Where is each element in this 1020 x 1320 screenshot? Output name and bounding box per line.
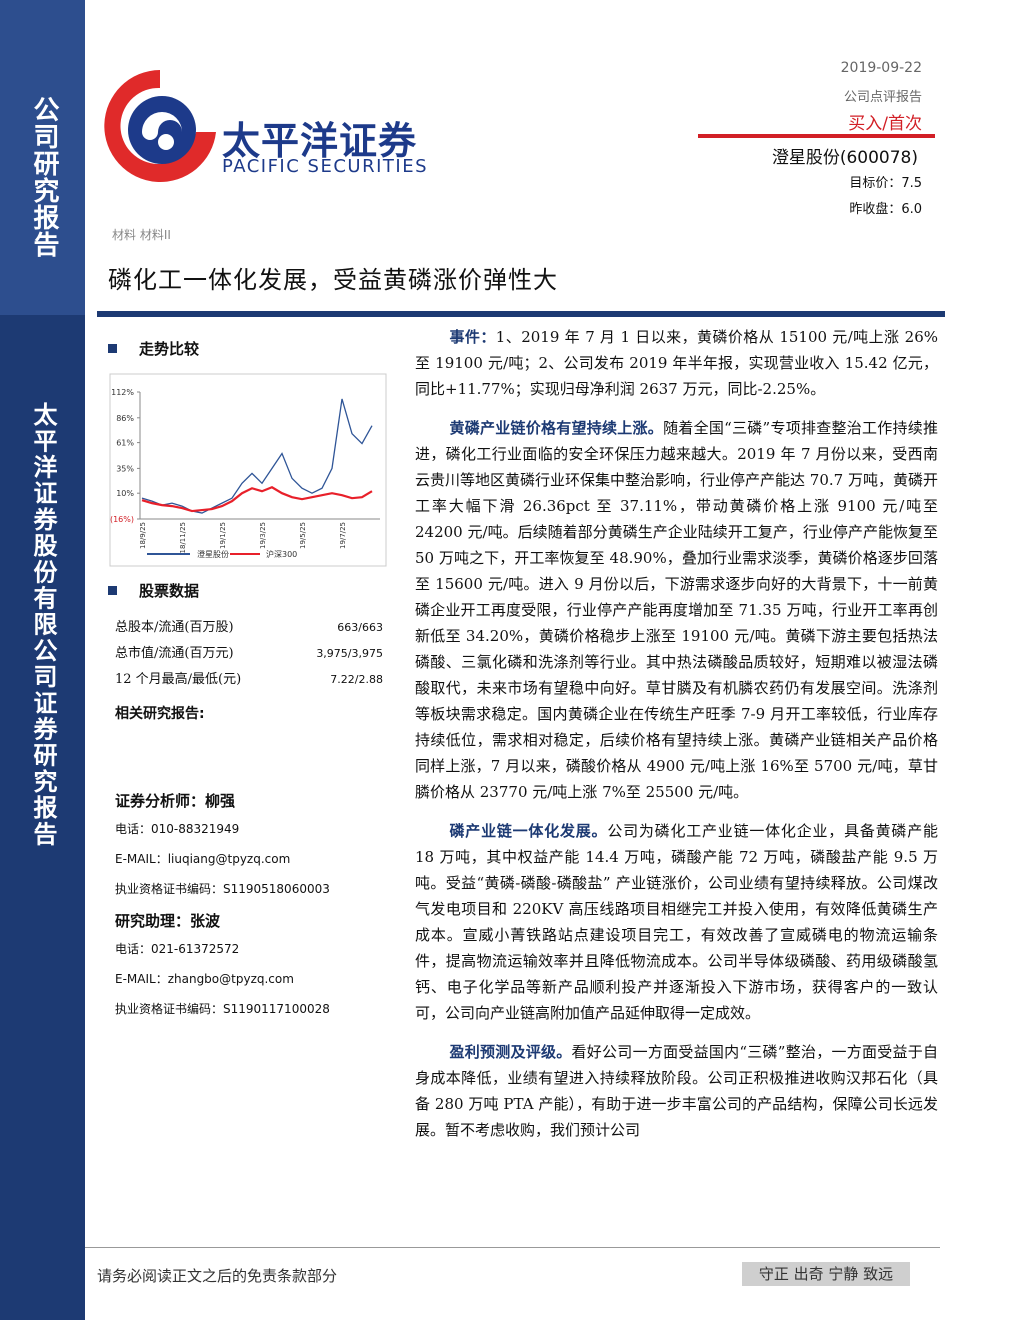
y-tick-label: (16%) <box>110 515 134 524</box>
series-line <box>141 486 373 513</box>
disclaimer: 请务必阅读正文之后的免责条款部分 <box>97 1267 338 1285</box>
section-title: 走势比较 <box>139 340 200 358</box>
logo-en: PACIFIC SECURITIES <box>222 156 428 177</box>
logo-text: 太平洋证券 <box>222 119 418 163</box>
last-close: 昨收盘：6.0 <box>849 202 922 217</box>
x-tick-label: 19/7/25 <box>339 522 347 549</box>
sidebar-label: 公司研究报告 <box>29 96 59 258</box>
analyst-name: 证券分析师：柳强 <box>115 792 236 810</box>
report-type: 公司点评报告 <box>843 90 922 105</box>
rating-rule <box>698 134 935 138</box>
chart-frame <box>109 373 387 567</box>
row-label: 总股本/流通(百万股) <box>115 620 234 635</box>
x-tick-label: 19/3/25 <box>259 522 267 549</box>
analyst-detail: 执业资格证书编码：S1190117100028 <box>115 1002 330 1016</box>
row-label: 12 个月最高/最低(元) <box>115 672 242 687</box>
row-value: 3,975/3,975 <box>316 647 383 660</box>
table-row: 总股本/流通(百万股) 663/663 <box>115 618 383 644</box>
rating: 买入/首次 <box>848 114 922 134</box>
section-header: 走势比较 <box>108 338 199 359</box>
paragraph-text: 公司为磷化工产业链一体化企业，具备黄磷产能 18 万吨，其中权益产能 14.4 … <box>415 822 938 1022</box>
legend-label: 沪深300 <box>266 549 297 559</box>
sector: 材料 材料II <box>112 228 171 242</box>
section-title: 股票数据 <box>139 582 200 600</box>
paragraph: 磷产业链一体化发展。公司为磷化工产业链一体化企业，具备黄磷产能 18 万吨，其中… <box>415 818 938 1026</box>
paragraph-lead: 黄磷产业链价格有望持续上涨。 <box>449 419 664 437</box>
row-label: 总市值/流通(百万元) <box>115 646 234 661</box>
sidebar-bottom <box>0 315 85 1320</box>
report-date: 2019-09-22 <box>840 60 922 76</box>
paragraph-text: 1、2019 年 7 月 1 日以来，黄磷价格从 15100 元/吨上涨 26%… <box>415 328 938 398</box>
title-rule <box>97 311 945 317</box>
footer-rule <box>85 1247 940 1248</box>
row-value: 7.22/2.88 <box>330 673 383 686</box>
analyst-detail: 执业资格证书编码：S1190518060003 <box>115 882 330 896</box>
paragraph-lead: 盈利预测及评级。 <box>449 1043 572 1061</box>
table-row: 12 个月最高/最低(元) 7.22/2.88 <box>115 670 383 696</box>
y-tick-label: 86% <box>116 414 134 423</box>
series-line <box>141 398 373 514</box>
x-tick-label: 19/5/25 <box>299 522 307 549</box>
analyst-detail: E-MAIL：zhangbo@tpyzq.com <box>115 972 294 986</box>
paragraph-text: 随着全国“三磷”专项排查整治工作持续推进，磷化工行业面临的安全环保压力越来越大。… <box>415 419 938 801</box>
row-value: 663/663 <box>337 621 383 634</box>
analyst-detail: E-MAIL：liuqiang@tpyzq.com <box>115 852 291 866</box>
y-tick-label: 10% <box>116 489 134 498</box>
x-tick-label: 18/9/25 <box>139 522 147 549</box>
sidebar-company: 太平洋证券股份有限公司证券研究报告 <box>29 402 57 848</box>
trend-chart: 112% 86% 61% 35% 10% (16%) 18/9/25 18/11/25 19/1… <box>109 373 387 567</box>
analyst-name: 研究助理：张波 <box>115 912 221 930</box>
paragraph: 盈利预测及评级。看好公司一方面受益国内“三磷”整治，一方面受益于自身成本降低，业… <box>415 1039 938 1143</box>
y-tick-label: 35% <box>116 464 134 473</box>
paragraph-lead: 磷产业链一体化发展。 <box>449 822 608 840</box>
paragraph: 黄磷产业链价格有望持续上涨。随着全国“三磷”专项排查整治工作持续推进，磷化工行业… <box>415 415 938 805</box>
motto: 守正 出奇 宁静 致远 <box>742 1262 910 1286</box>
paragraph-lead: 事件： <box>449 328 496 346</box>
y-tick-label: 61% <box>116 439 134 448</box>
x-tick-label: 18/11/25 <box>179 522 187 553</box>
x-tick-label: 19/1/25 <box>219 522 227 549</box>
analysts: 证券分析师：柳强电话：010-88321949 E-MAIL：liuqiang@t… <box>115 790 395 1030</box>
paragraph: 事件：1、2019 年 7 月 1 日以来，黄磷价格从 15100 元/吨上涨 … <box>415 324 938 402</box>
logo-mark <box>104 70 216 182</box>
stock-table: 总股本/流通(百万股) 663/663 总市值/流通(百万元) 3,975/3,975… <box>115 618 383 696</box>
table-row: 总市值/流通(百万元) 3,975/3,975 <box>115 644 383 670</box>
section-header: 股票数据 <box>108 580 199 601</box>
analyst-detail: 电话：021-61372572 <box>115 942 240 956</box>
target-price: 目标价：7.5 <box>849 176 922 191</box>
body-text: 事件：1、2019 年 7 月 1 日以来，黄磷价格从 15100 元/吨上涨 … <box>415 324 938 1156</box>
stock-name: 澄星股份(600078) <box>771 148 918 168</box>
report-title: 磷化工一体化发展，受益黄磷涨价弹性大 <box>108 266 558 294</box>
sidebar-top <box>0 0 85 315</box>
analyst-detail: 电话：010-88321949 <box>115 822 240 836</box>
legend-label: 澄星股份 <box>197 549 229 559</box>
related-reports: 相关研究报告: <box>115 706 205 722</box>
y-tick-label: 112% <box>111 388 134 397</box>
paragraph-text: 看好公司一方面受益国内“三磷”整治，一方面受益于自身成本降低，业绩有望进入持续释… <box>415 1043 938 1139</box>
